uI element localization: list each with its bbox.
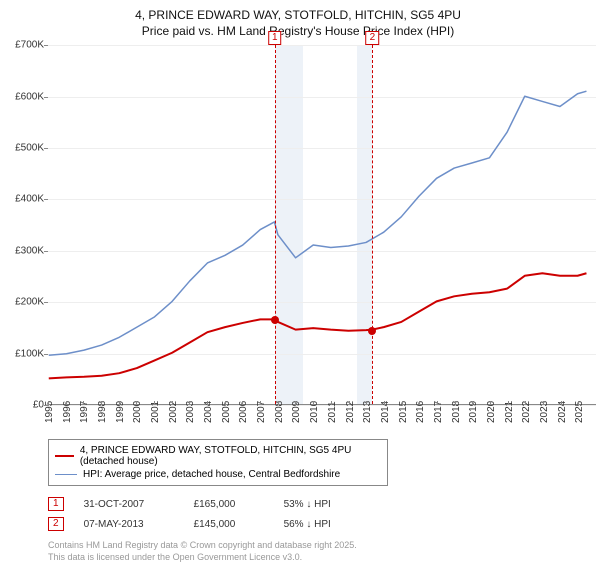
legend: 4, PRINCE EDWARD WAY, STOTFOLD, HITCHIN,…: [48, 439, 388, 486]
attribution-line-1: Contains HM Land Registry data © Crown c…: [48, 540, 588, 552]
sale-date: 31-OCT-2007: [84, 499, 174, 510]
sale-delta: 53% ↓ HPI: [284, 499, 331, 510]
sale-delta: 56% ↓ HPI: [284, 519, 331, 530]
x-axis: 1995199619971998199920002001200220032004…: [48, 404, 596, 430]
sale-row-2: 2 07-MAY-2013 £145,000 56% ↓ HPI: [48, 514, 588, 534]
sale-index-badge: 2: [48, 517, 64, 531]
legend-swatch-price-paid: [55, 455, 74, 457]
legend-row-price-paid: 4, PRINCE EDWARD WAY, STOTFOLD, HITCHIN,…: [55, 444, 381, 468]
chart-svg: [48, 45, 596, 404]
sale-price: £145,000: [194, 519, 264, 530]
sale-price: £165,000: [194, 499, 264, 510]
sale-index-badge: 1: [48, 497, 64, 511]
title-line-2: Price paid vs. HM Land Registry's House …: [8, 24, 588, 40]
sales-table: 1 31-OCT-2007 £165,000 53% ↓ HPI 2 07-MA…: [48, 494, 588, 534]
title-line-1: 4, PRINCE EDWARD WAY, STOTFOLD, HITCHIN,…: [8, 8, 588, 24]
legend-label-hpi: HPI: Average price, detached house, Cent…: [83, 469, 340, 480]
chart-container: 4, PRINCE EDWARD WAY, STOTFOLD, HITCHIN,…: [0, 0, 600, 560]
chart-title: 4, PRINCE EDWARD WAY, STOTFOLD, HITCHIN,…: [8, 8, 588, 39]
y-axis: £0£100K£200K£300K£400K£500K£600K£700K: [8, 45, 48, 404]
attribution: Contains HM Land Registry data © Crown c…: [48, 540, 588, 563]
legend-swatch-hpi: [55, 474, 77, 476]
plot-area: £0£100K£200K£300K£400K£500K£600K£700K 19…: [48, 45, 596, 405]
attribution-line-2: This data is licensed under the Open Gov…: [48, 552, 588, 564]
legend-row-hpi: HPI: Average price, detached house, Cent…: [55, 468, 381, 481]
sale-date: 07-MAY-2013: [84, 519, 174, 530]
legend-label-price-paid: 4, PRINCE EDWARD WAY, STOTFOLD, HITCHIN,…: [80, 445, 381, 467]
sale-row-1: 1 31-OCT-2007 £165,000 53% ↓ HPI: [48, 494, 588, 514]
